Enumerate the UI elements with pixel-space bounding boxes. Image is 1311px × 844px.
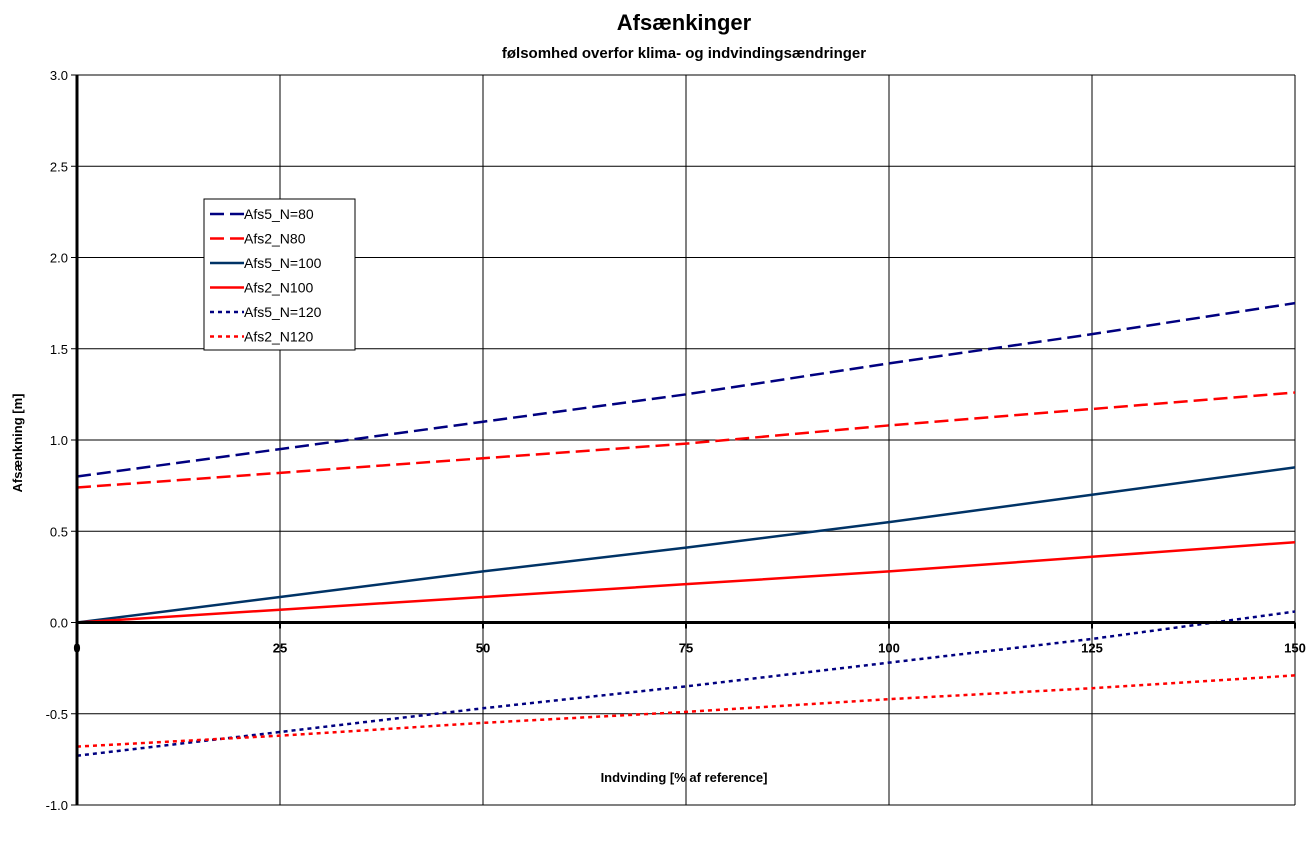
- legend-label: Afs2_N120: [244, 329, 313, 345]
- series-line: [76, 540, 1296, 624]
- legend-label: Afs2_N100: [244, 280, 313, 296]
- y-tick-label: 2.0: [50, 251, 68, 266]
- x-axis-ticks: 0 25 50 75 100 125 150: [73, 622, 1306, 656]
- x-tick-label: 0: [73, 641, 80, 656]
- x-tick-label: 100: [878, 641, 900, 656]
- legend: Afs5_N=80 Afs2_N80 Afs5_N=100 Afs2_N100 Afs5…: [203, 198, 356, 351]
- x-tick-label: 25: [273, 641, 287, 656]
- y-tick-label: 1.5: [50, 342, 68, 357]
- series-line: [76, 301, 1296, 478]
- x-tick-label: 50: [476, 641, 490, 656]
- grid: [76, 74, 1296, 806]
- y-tick-label: 1.0: [50, 433, 68, 448]
- legend-label: Afs5_N=80: [244, 206, 314, 222]
- y-axis-label: Afsænkning [m]: [10, 394, 25, 493]
- legend-box: [203, 198, 356, 351]
- y-tick-label: 3.0: [50, 68, 68, 83]
- series-line: [76, 674, 1296, 748]
- legend-label: Afs5_N=100: [244, 255, 322, 271]
- y-axis-ticks: -1.0 -0.5 0.0 0.5 1.0 1.5 2.0 2.5 3.0: [46, 68, 77, 813]
- legend-label: Afs2_N80: [244, 231, 306, 247]
- series-lines: [76, 301, 1296, 757]
- legend-label: Afs5_N=120: [244, 304, 322, 320]
- series-line: [76, 466, 1296, 624]
- y-tick-label: 0.5: [50, 524, 68, 539]
- x-axis-label: Indvinding [% af reference]: [601, 770, 768, 785]
- x-tick-label: 150: [1284, 641, 1306, 656]
- y-tick-label: 2.5: [50, 159, 68, 174]
- chart-title: Afsænkinger: [617, 10, 752, 35]
- y-tick-label: -0.5: [46, 707, 68, 722]
- chart-subtitle: følsomhed overfor klima- og indvindingsæ…: [502, 45, 866, 62]
- x-tick-label: 125: [1081, 641, 1103, 656]
- x-tick-label: 75: [679, 641, 693, 656]
- series-line: [76, 391, 1296, 489]
- y-tick-label: 0.0: [50, 616, 68, 631]
- y-tick-label: -1.0: [46, 798, 68, 813]
